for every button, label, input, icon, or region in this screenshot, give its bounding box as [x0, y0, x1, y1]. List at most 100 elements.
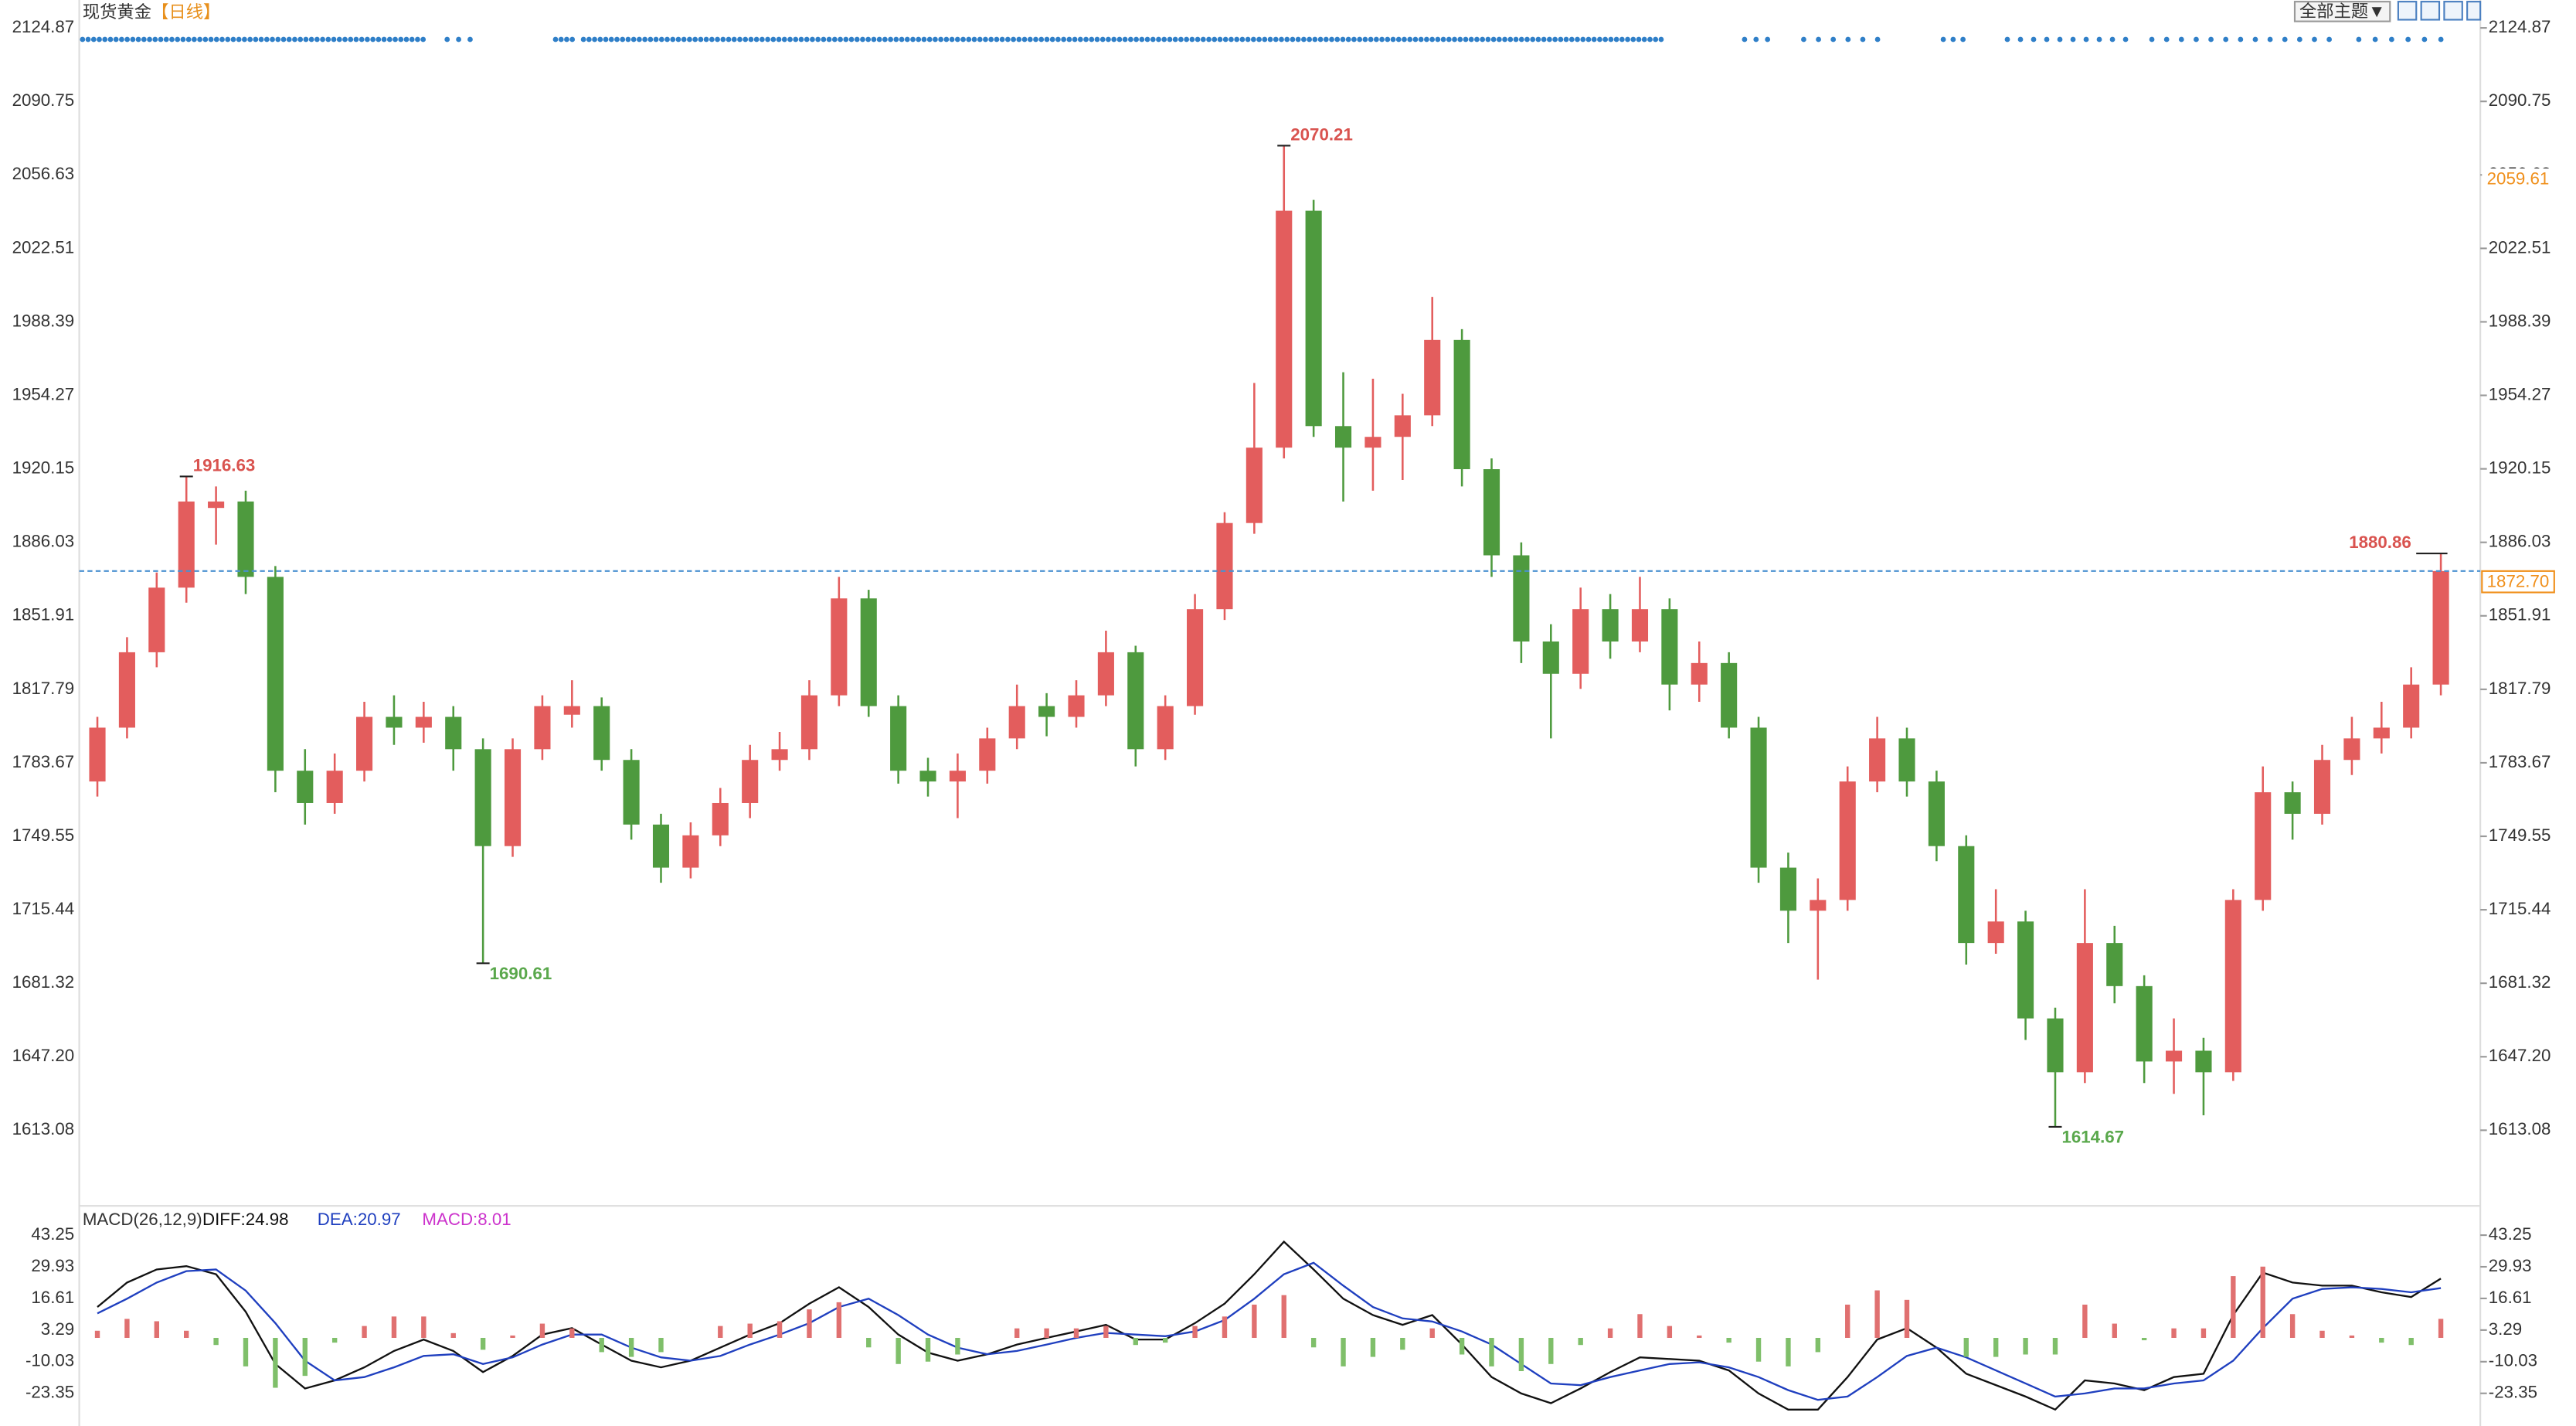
- event-dot: [888, 36, 894, 43]
- event-dot: [1284, 36, 1290, 43]
- y-tick-label: 2124.87: [12, 17, 75, 36]
- candle-body: [890, 706, 907, 771]
- zoom-icon[interactable]: [2397, 1, 2418, 21]
- macd-bar: [925, 1337, 931, 1362]
- event-dot: [348, 36, 354, 43]
- macd-bar: [2319, 1330, 2325, 1338]
- shrink-icon[interactable]: [2420, 1, 2441, 21]
- macd-bar: [777, 1321, 783, 1338]
- prev-icon[interactable]: [2443, 1, 2463, 21]
- event-dot: [107, 36, 114, 43]
- event-dot: [1195, 36, 1201, 43]
- event-dot: [1513, 36, 1519, 43]
- event-dot: [90, 36, 97, 43]
- event-dot: [386, 36, 393, 43]
- event-dot: [141, 36, 147, 43]
- macd-bar: [1637, 1314, 1643, 1338]
- event-dot: [242, 36, 247, 43]
- event-dot: [1613, 36, 1619, 43]
- candle-body: [831, 598, 848, 696]
- event-dot: [938, 36, 944, 43]
- event-dot: [2282, 36, 2288, 43]
- macd-bar: [1489, 1337, 1494, 1366]
- event-dot: [1950, 36, 1956, 43]
- event-dot: [1161, 36, 1167, 43]
- event-dot: [1801, 36, 1806, 43]
- macd-bar: [1845, 1304, 1850, 1338]
- event-dot: [977, 36, 983, 43]
- instrument-title: 现货黄金: [83, 2, 151, 22]
- event-dot: [1641, 36, 1647, 43]
- y-tick-label: 2022.51: [12, 237, 75, 257]
- event-dot: [933, 36, 938, 43]
- event-dot: [1345, 36, 1351, 43]
- event-dot: [1038, 36, 1045, 43]
- event-dot: [320, 36, 325, 43]
- candle-body: [504, 749, 522, 846]
- macd-bar: [1904, 1299, 1910, 1338]
- event-dot: [280, 36, 287, 43]
- candle-body: [297, 771, 314, 803]
- y-tick-label: -23.35: [25, 1383, 74, 1402]
- event-dot: [1004, 36, 1011, 43]
- event-dot: [860, 36, 865, 43]
- event-dot: [1463, 36, 1469, 43]
- macd-bar: [184, 1330, 189, 1338]
- event-dot: [2223, 36, 2229, 43]
- y-tick-label-right: 16.61: [2489, 1288, 2532, 1307]
- event-dot: [175, 36, 181, 43]
- macd-bar: [1815, 1337, 1821, 1353]
- macd-bar: [895, 1337, 901, 1364]
- y-tick-label-right: 29.93: [2489, 1256, 2532, 1275]
- event-dot: [625, 36, 631, 43]
- event-dot: [236, 36, 242, 43]
- candle-body: [148, 587, 165, 652]
- event-dot: [342, 36, 348, 43]
- event-dot: [647, 36, 654, 43]
- macd-bar: [2408, 1337, 2414, 1346]
- next-icon[interactable]: [2466, 1, 2482, 21]
- macd-bar: [1963, 1337, 1969, 1357]
- event-dot: [798, 36, 804, 43]
- y-tick-label: 1613.08: [12, 1119, 75, 1138]
- event-dot: [1089, 36, 1095, 43]
- event-dot: [1167, 36, 1173, 43]
- event-dot: [1568, 36, 1575, 43]
- event-dot: [620, 36, 626, 43]
- macd-bar: [747, 1323, 753, 1338]
- event-dot: [770, 36, 777, 43]
- event-dot: [1295, 36, 1301, 43]
- event-dot: [1530, 36, 1536, 43]
- event-dot: [2372, 36, 2378, 43]
- theme-button[interactable]: [2293, 1, 2391, 22]
- event-dot: [253, 36, 259, 43]
- event-dot: [370, 36, 376, 43]
- event-dot: [1407, 36, 1413, 43]
- macd-bar: [1459, 1337, 1465, 1355]
- low-label: 1614.67: [2061, 1128, 2124, 1147]
- event-dot: [381, 36, 387, 43]
- event-dot: [1262, 36, 1268, 43]
- candle-body: [1898, 738, 1915, 782]
- event-dot: [1580, 36, 1586, 43]
- macd-bar: [2052, 1337, 2058, 1355]
- event-dot: [286, 36, 292, 43]
- macd-bar: [599, 1337, 604, 1353]
- macd-bar: [331, 1337, 338, 1343]
- macd-bar: [1103, 1326, 1109, 1338]
- high-label: 1880.86: [2349, 533, 2411, 552]
- event-dot: [726, 36, 732, 43]
- macd-bar: [2082, 1304, 2088, 1338]
- event-dot: [2149, 36, 2155, 43]
- macd-bar: [807, 1309, 812, 1338]
- event-dot: [130, 36, 136, 43]
- theme-button-label[interactable]: 全部主题▼: [2299, 2, 2385, 21]
- toolbar-icons[interactable]: [2397, 1, 2482, 21]
- y-tick-label: 1920.15: [12, 458, 75, 478]
- candle-body: [563, 706, 580, 715]
- candle-body: [326, 771, 343, 803]
- candle-body: [1424, 339, 1441, 416]
- marker-label: 2059.61: [2487, 169, 2550, 189]
- candle-body: [2017, 921, 2034, 1019]
